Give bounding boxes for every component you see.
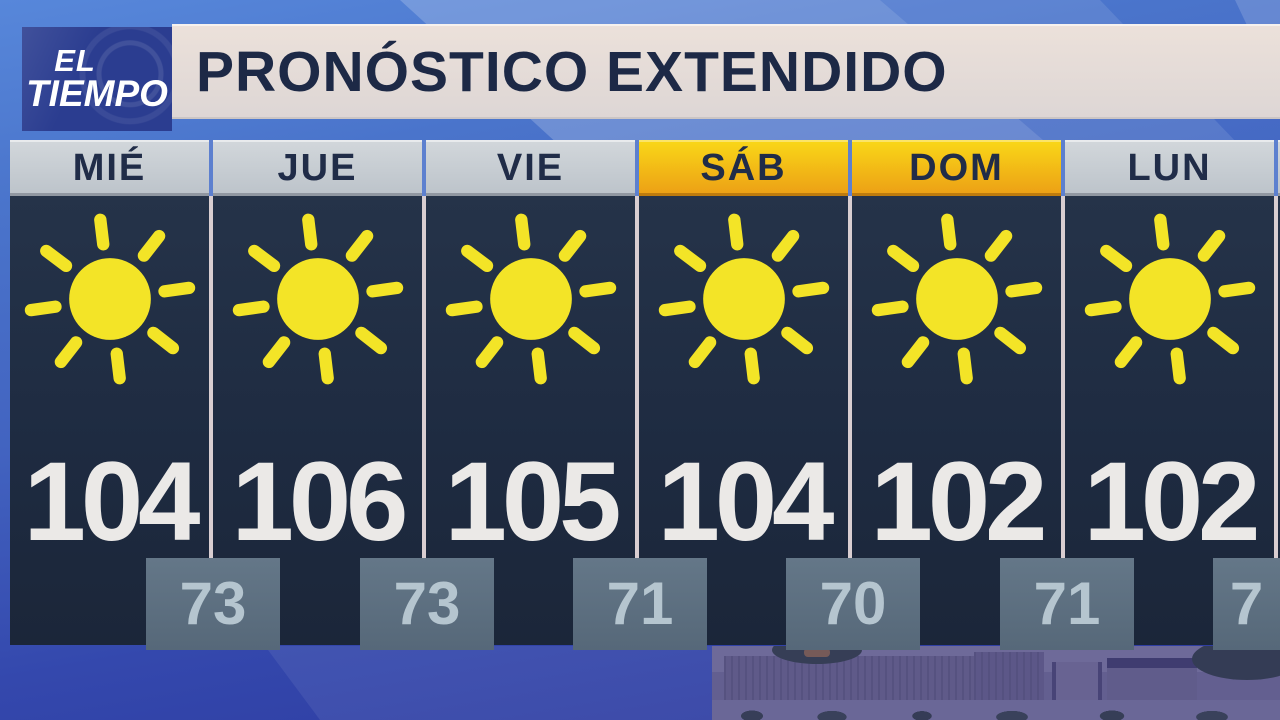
low-temp-box: 73 [146, 558, 280, 650]
low-temp: 71 [606, 570, 674, 637]
low-temp: 73 [393, 570, 461, 637]
background-photo [712, 646, 1280, 720]
high-temp: 105 [444, 439, 622, 564]
low-temp: 70 [819, 570, 887, 637]
sunny-icon [1084, 213, 1255, 385]
photo-fence [974, 652, 1044, 704]
day-label: LUN [1127, 146, 1212, 189]
low-temp-box: 71 [573, 558, 707, 650]
day-label: DOM [909, 146, 1004, 189]
day-header: LUN [1065, 140, 1274, 196]
day-label: MIÉ [72, 146, 147, 189]
low-temp: 71 [1033, 570, 1101, 637]
day-cell-sliver [1278, 196, 1280, 645]
el-tiempo-logo: EL TIEMPO [22, 27, 172, 131]
sunny-icon [24, 213, 195, 385]
low-temp: 73 [179, 570, 247, 637]
sunny-icon [445, 213, 616, 385]
high-temp: 102 [870, 439, 1048, 564]
high-temp: 104 [657, 439, 835, 564]
low-temp-box: 71 [1000, 558, 1134, 650]
low-temp-box: 73 [360, 558, 494, 650]
low-temp: 7 [1229, 570, 1264, 637]
photo-object [804, 648, 830, 657]
photo-tint-overlay [712, 646, 1280, 720]
day-header-weekend: SÁB [639, 140, 848, 196]
photo-shrubs [712, 708, 1280, 720]
page-title: PRONÓSTICO EXTENDIDO [196, 39, 948, 104]
low-temp-box-clipped: 7 [1213, 558, 1280, 650]
low-temp-box: 70 [786, 558, 920, 650]
sunny-icon [871, 213, 1042, 385]
sunny-icon [232, 213, 403, 385]
sunny-icon [658, 213, 829, 385]
day-label: VIE [496, 146, 565, 189]
day-label: JUE [277, 146, 358, 189]
title-bar: PRONÓSTICO EXTENDIDO [172, 24, 1280, 119]
high-temp: 104 [23, 439, 201, 564]
day-header: VIE [426, 140, 635, 196]
logo-line-2: TIEMPO [26, 73, 168, 115]
high-temp: 102 [1083, 439, 1261, 564]
day-header-weekend: DOM [852, 140, 1061, 196]
logo-line-1: EL [54, 42, 96, 78]
high-temp: 106 [231, 439, 409, 564]
photo-gate [1052, 662, 1102, 702]
day-label: SÁB [700, 146, 787, 189]
photo-fence [724, 656, 974, 704]
partial-next-column [1278, 140, 1280, 645]
day-header: JUE [213, 140, 422, 196]
day-header: MIÉ [10, 140, 209, 196]
day-header-sliver [1278, 140, 1280, 196]
